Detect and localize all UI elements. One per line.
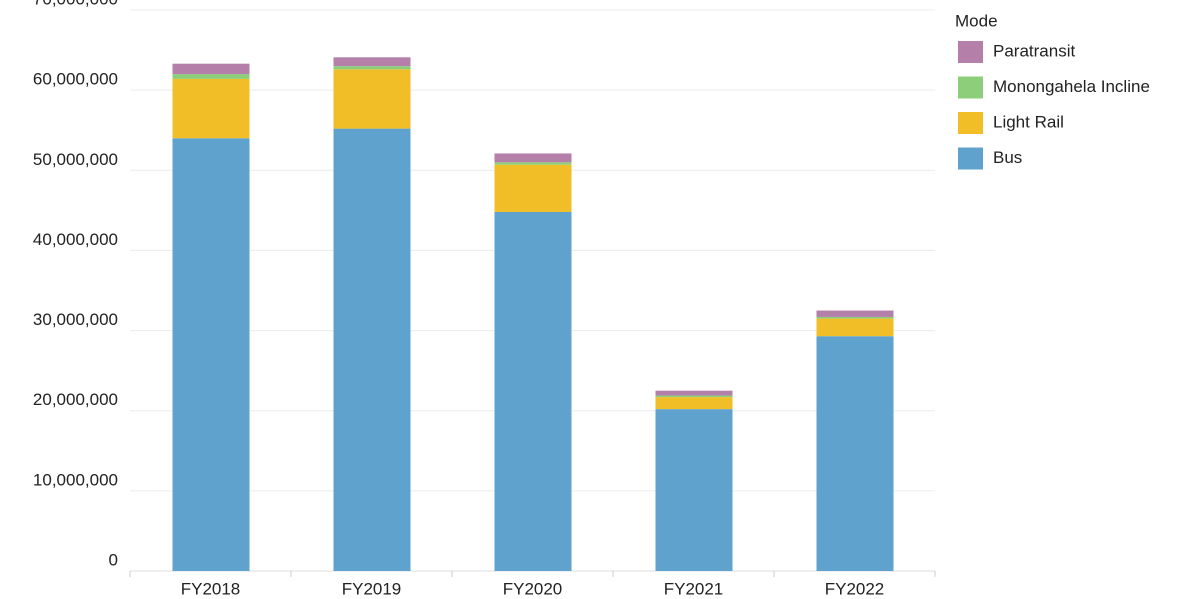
bar-segment: [494, 211, 572, 571]
bar-segment: [333, 57, 411, 67]
bar-segment: [494, 162, 572, 165]
bar-segment: [333, 69, 411, 129]
y-tick-label: 10,000,000: [33, 470, 118, 489]
y-tick-label: 0: [109, 550, 118, 569]
x-tick-label: FY2021: [664, 579, 724, 598]
bar-segment: [655, 395, 733, 398]
bar-segment: [333, 128, 411, 571]
bar-segment: [816, 336, 894, 571]
legend-swatch: [958, 41, 983, 63]
bar-segment: [172, 63, 250, 75]
x-tick-label: FY2019: [342, 579, 402, 598]
bar-segment: [494, 153, 572, 163]
legend-swatch: [958, 112, 983, 134]
bar-segment: [816, 318, 894, 337]
x-tick-label: FY2022: [825, 579, 885, 598]
bar-segment: [655, 409, 733, 571]
legend-title: Mode: [955, 11, 998, 30]
bar-segment: [655, 390, 733, 396]
bar-segment: [494, 164, 572, 212]
bar-segment: [816, 316, 894, 319]
bar-segment: [172, 138, 250, 571]
legend-label: Light Rail: [993, 112, 1064, 131]
x-tick-label: FY2020: [503, 579, 563, 598]
y-tick-label: 30,000,000: [33, 310, 118, 329]
legend-label: Monongahela Incline: [993, 77, 1150, 96]
legend-label: Paratransit: [993, 41, 1075, 60]
y-tick-label: 40,000,000: [33, 230, 118, 249]
bar-segment: [172, 78, 250, 139]
bar-segment: [655, 397, 733, 410]
x-tick-label: FY2018: [181, 579, 241, 598]
bar-segment: [816, 310, 894, 317]
legend-label: Bus: [993, 148, 1022, 167]
y-tick-label: 50,000,000: [33, 150, 118, 169]
y-tick-label: 20,000,000: [33, 390, 118, 409]
bar-segment: [172, 74, 250, 79]
bar-segment: [333, 66, 411, 70]
y-tick-label: 70,000,000: [33, 0, 118, 8]
y-tick-label: 60,000,000: [33, 70, 118, 89]
legend-swatch: [958, 147, 983, 170]
legend-swatch: [958, 76, 983, 99]
